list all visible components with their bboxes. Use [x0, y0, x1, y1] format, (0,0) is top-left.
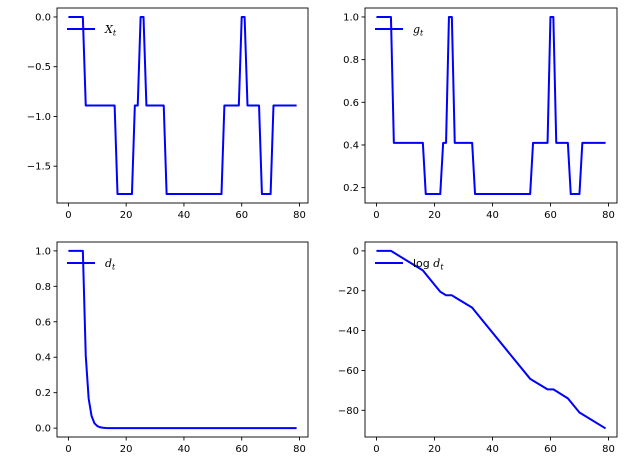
y-tick-label: −0.5: [27, 62, 51, 73]
y-tick-label: 0.6: [35, 317, 51, 328]
subplot-bottom-right: 0 20 40 60 80 0 −20 −40 −60 −80 log dt: [338, 241, 618, 455]
legend-label: log dt: [413, 257, 444, 272]
x-tick-label: 20: [120, 444, 133, 455]
x-tick-label: 0: [65, 444, 71, 455]
y-tick-label: −20: [338, 286, 359, 297]
x-tick-label: 80: [602, 210, 615, 221]
subplot-top-left: 0 20 40 60 80 0.0 −0.5 −1.0 −1.5 Xt: [27, 7, 309, 221]
y-tick-label: 0.6: [343, 98, 359, 109]
y-tick-label: 0.0: [35, 424, 51, 435]
series-line: [376, 249, 607, 430]
x-tick-label: 40: [486, 444, 499, 455]
x-tick-label: 80: [293, 210, 306, 221]
x-tick-label: 0: [373, 210, 379, 221]
subplot-bottom-left: 0 20 40 60 80 0.0 0.2 0.4 0.6 0.8 1.0 dt: [35, 241, 309, 455]
x-tick-label: 0: [65, 210, 71, 221]
legend-label: Xt: [104, 23, 117, 38]
axes-frame: [364, 241, 618, 438]
series-line: [68, 249, 297, 430]
y-tick-label: 0.4: [35, 353, 51, 364]
axes-frame: [56, 241, 309, 438]
x-tick-label: 40: [486, 210, 499, 221]
x-tick-label: 40: [178, 210, 191, 221]
y-tick-label: 0: [353, 246, 359, 257]
x-tick-label: 0: [373, 444, 379, 455]
y-tick-label: 1.0: [35, 246, 51, 257]
x-tick-label: 20: [428, 210, 441, 221]
x-tick-label: 60: [235, 444, 248, 455]
x-tick-label: 40: [178, 444, 191, 455]
y-tick-label: 0.8: [35, 282, 51, 293]
x-tick-label: 60: [544, 210, 557, 221]
y-tick-label: 0.2: [35, 388, 51, 399]
axes-frame: [56, 7, 309, 204]
series-line: [68, 15, 297, 196]
y-tick-label: −60: [338, 366, 359, 377]
subplot-top-right: 0 20 40 60 80 0.2 0.4 0.6 0.8 1.0 gt: [343, 7, 618, 221]
legend-label: gt: [413, 23, 424, 38]
y-tick-label: 1.0: [343, 12, 359, 23]
x-tick-label: 80: [602, 444, 615, 455]
y-tick-label: −40: [338, 326, 359, 337]
y-tick-label: 0.8: [343, 55, 359, 66]
x-tick-label: 20: [428, 444, 441, 455]
legend-label: dt: [105, 257, 116, 272]
y-tick-label: −1.5: [27, 162, 51, 173]
y-tick-label: 0.0: [35, 12, 51, 23]
series-line: [376, 15, 606, 196]
x-tick-label: 60: [235, 210, 248, 221]
y-tick-label: 0.2: [343, 183, 359, 194]
x-tick-label: 20: [120, 210, 133, 221]
axes-frame: [364, 7, 618, 204]
y-tick-label: −80: [338, 406, 359, 417]
y-tick-label: −1.0: [27, 112, 51, 123]
y-tick-label: 0.4: [343, 140, 359, 151]
x-tick-label: 80: [293, 444, 306, 455]
x-tick-label: 60: [544, 444, 557, 455]
